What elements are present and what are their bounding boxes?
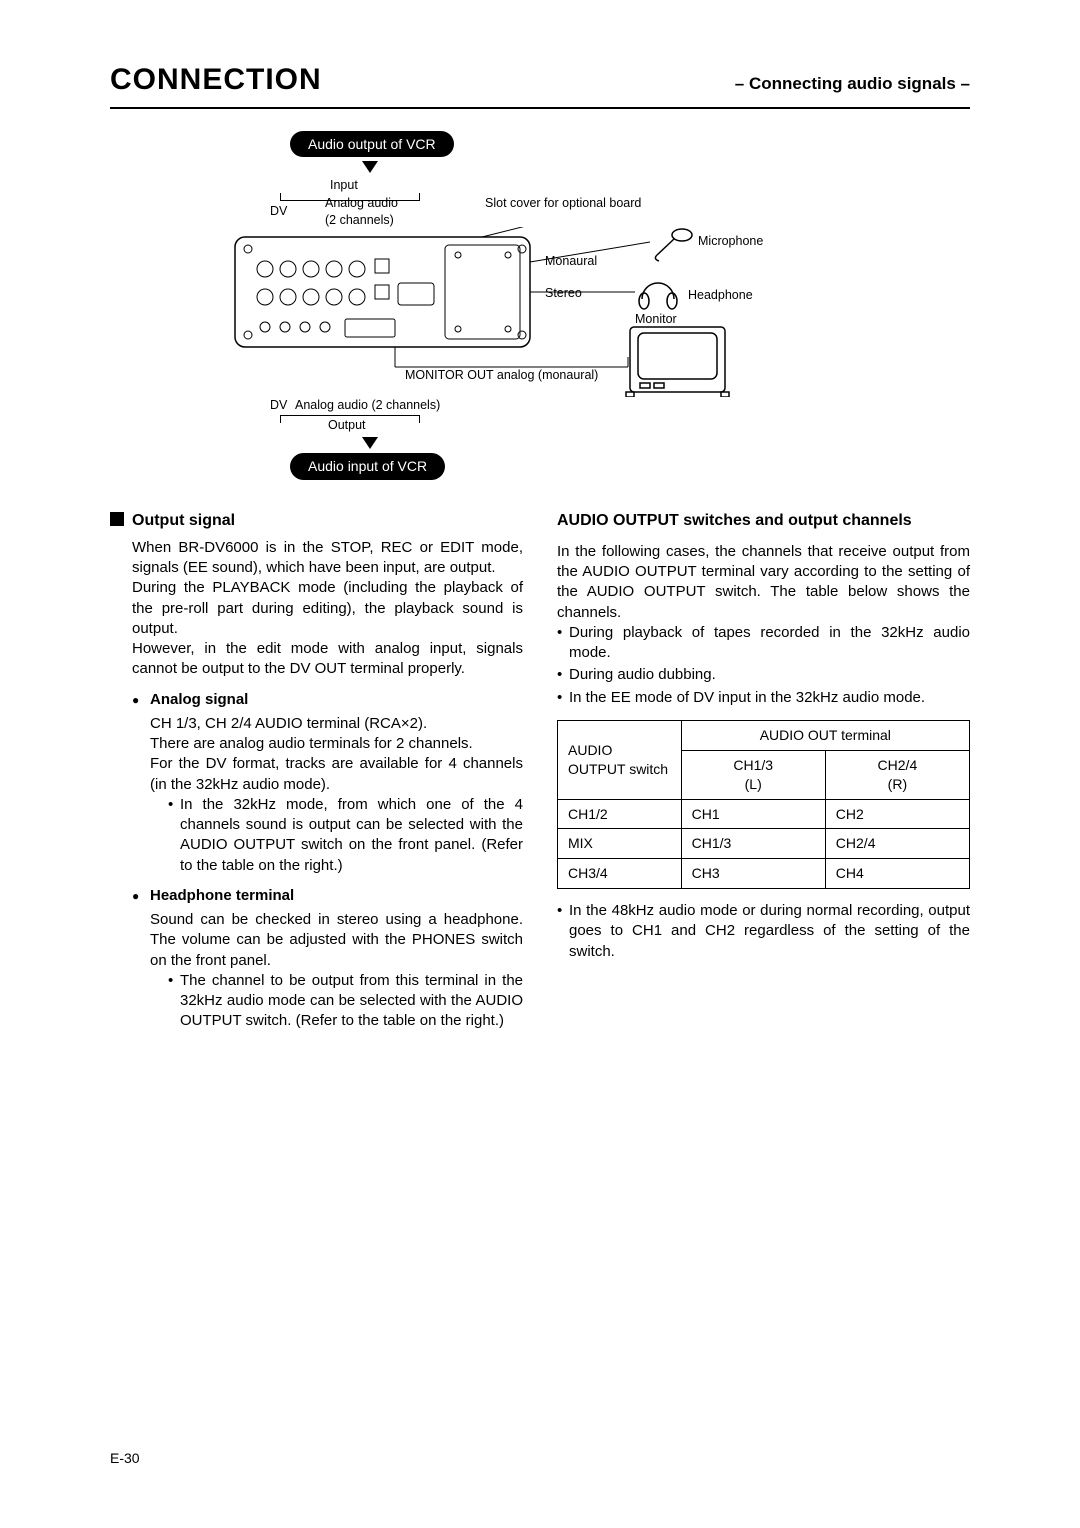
right-p1: In the following cases, the channels tha… [557, 542, 970, 623]
headphone-bullet-1: The channel to be output from this termi… [168, 971, 523, 1032]
output-p3: However, in the edit mode with analog in… [132, 639, 523, 680]
content-columns: Output signal When BR-DV6000 is in the S… [110, 510, 970, 1033]
right-bullet-2: During audio dubbing. [557, 665, 970, 685]
analog-p4: CH 1/3, CH 2/4 AUDIO terminal (RCA×2). [150, 714, 523, 734]
label-microphone: Microphone [698, 234, 763, 248]
output-p1: When BR-DV6000 is in the STOP, REC or ED… [132, 538, 523, 579]
subheading-analog: Analog signal [132, 690, 523, 710]
output-p2: During the PLAYBACK mode (including the … [132, 578, 523, 639]
th-ch13: CH1/3(L) [681, 750, 825, 799]
label-output: Output [328, 417, 366, 434]
page-header: CONNECTION – Connecting audio signals – [110, 60, 970, 109]
right-column: AUDIO OUTPUT switches and output channel… [557, 510, 970, 1033]
right-bullet-1: During playback of tapes recorded in the… [557, 623, 970, 664]
subheading-headphone: Headphone terminal [132, 886, 523, 906]
heading-output-signal: Output signal [110, 510, 523, 532]
label-dv-bottom: DV [270, 397, 287, 414]
table-row: CH1/2CH1CH2 [558, 799, 970, 829]
label-stereo: Stereo [545, 286, 582, 300]
label-analog-out: Analog audio (2 channels) [295, 397, 440, 414]
rear-panel-svg: Monaural Stereo Microphone Headphone Mon… [230, 227, 850, 397]
th-ch24: CH2/4(R) [825, 750, 969, 799]
label-input: Input [330, 177, 358, 194]
audio-output-pill: Audio output of VCR [290, 131, 454, 158]
analog-p6: For the DV format, tracks are available … [150, 754, 523, 795]
table-row: CH3/4CH3CH4 [558, 859, 970, 889]
label-dv-top: DV [270, 203, 287, 220]
label-headphone: Headphone [688, 288, 753, 302]
right-note: In the 48kHz audio mode or during normal… [557, 901, 970, 962]
label-slot-cover: Slot cover for optional board [485, 195, 641, 212]
headphone-p7: Sound can be checked in stereo using a h… [150, 910, 523, 971]
arrow-down-icon [362, 161, 378, 173]
left-column: Output signal When BR-DV6000 is in the S… [110, 510, 523, 1033]
connection-diagram: Audio output of VCR Input DV Analog audi… [230, 131, 850, 481]
label-monaural: Monaural [545, 254, 597, 268]
label-monitor: Monitor [635, 312, 677, 326]
heading-audio-switches: AUDIO OUTPUT switches and output channel… [557, 510, 970, 532]
analog-p5: There are analog audio terminals for 2 c… [150, 734, 523, 754]
audio-output-table: AUDIO OUTPUT switch AUDIO OUT terminal C… [557, 720, 970, 889]
label-monitor-out: MONITOR OUT analog (monaural) [405, 368, 598, 382]
table-row: MIXCH1/3CH2/4 [558, 829, 970, 859]
title-connection: CONNECTION [110, 60, 322, 101]
arrow-down-icon-2 [362, 437, 378, 449]
right-bullet-3: In the EE mode of DV input in the 32kHz … [557, 688, 970, 708]
th-switch: AUDIO OUTPUT switch [558, 720, 682, 799]
page-number: E-30 [110, 1449, 140, 1468]
title-subtitle: – Connecting audio signals – [735, 73, 970, 96]
analog-bullet-1: In the 32kHz mode, from which one of the… [168, 795, 523, 876]
th-terminal: AUDIO OUT terminal [681, 720, 969, 750]
audio-input-pill: Audio input of VCR [290, 453, 445, 480]
